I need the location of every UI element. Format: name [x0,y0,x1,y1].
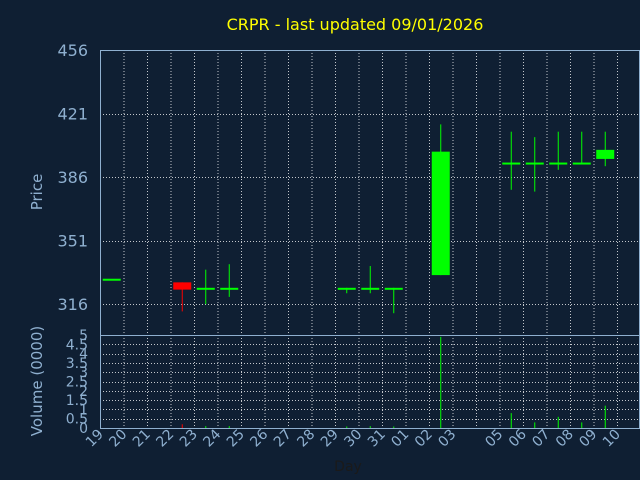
volume-tick-label: 2 [79,384,88,400]
volume-tick-label: 1 [79,402,88,418]
volume-panel: 00.511.522.533.544.55 [66,328,640,437]
candle-body [502,162,521,165]
x-tick-label: 28 [294,427,318,451]
volume-tick-label: 3 [79,365,88,381]
x-tick-label: 20 [106,427,130,451]
candle-body [361,287,380,290]
x-tick-label: 26 [247,426,271,450]
x-axis-label: Day [334,459,362,475]
candle-body [220,287,239,290]
candle-body [431,151,450,276]
x-tick-label: 01 [388,427,412,451]
x-tick-label: 09 [576,427,600,451]
candle-body [384,287,403,290]
chart-title: CRPR - last updated 09/01/2026 [227,15,484,34]
x-tick-label: 10 [600,427,624,451]
candle-body [173,282,192,290]
price-panel: 316 351 386 421 456 [57,41,640,336]
volume-tick-label: 1.5 [66,393,88,409]
x-tick-label: 21 [130,427,154,451]
candle-body [549,162,568,165]
volume-tick-label: 4 [79,347,88,363]
x-tick-label: 25 [224,427,248,451]
price-tick-label: 456 [57,41,88,60]
volume-tick-label: 5 [79,328,88,344]
volume-tick-label: 2.5 [66,375,88,391]
candle-body [596,149,615,159]
candle-body [196,287,215,290]
x-tick-label: 06 [506,426,530,450]
price-tick-label: 421 [57,105,88,124]
x-tick-label: 02 [412,427,436,451]
x-tick-label: 22 [153,427,177,451]
x-tick-label: 08 [553,427,577,451]
volume-tick-label: 4.5 [66,337,88,353]
x-tick-label: 30 [341,427,365,451]
x-axis: 19 20 21 22 23 24 25 26 27 28 29 30 31 01 02 03 05 06 07 08… [83,426,624,450]
x-tick-label: 27 [271,427,295,451]
candle-body [572,162,591,165]
price-tick-label: 316 [57,295,88,314]
x-tick-label: 31 [365,427,389,451]
x-tick-label: 24 [200,426,224,450]
volume-tick-label: 0 [79,421,88,437]
volume-axis-label: Volume (0000) [28,326,46,436]
price-tick-label: 386 [57,168,88,187]
x-tick-label: 23 [177,427,201,451]
price-tick-label: 351 [57,232,88,251]
candle-body [102,278,121,281]
volume-tick-label: 0.5 [66,412,88,428]
x-tick-label: 29 [318,427,342,451]
x-tick-label: 03 [435,427,459,451]
volume-tick-label: 3.5 [66,356,88,372]
price-axis-label: Price [28,174,46,211]
candle-body [337,287,356,290]
x-tick-label: 07 [529,427,553,451]
candle-body [525,162,544,165]
x-tick-label: 05 [482,427,506,451]
